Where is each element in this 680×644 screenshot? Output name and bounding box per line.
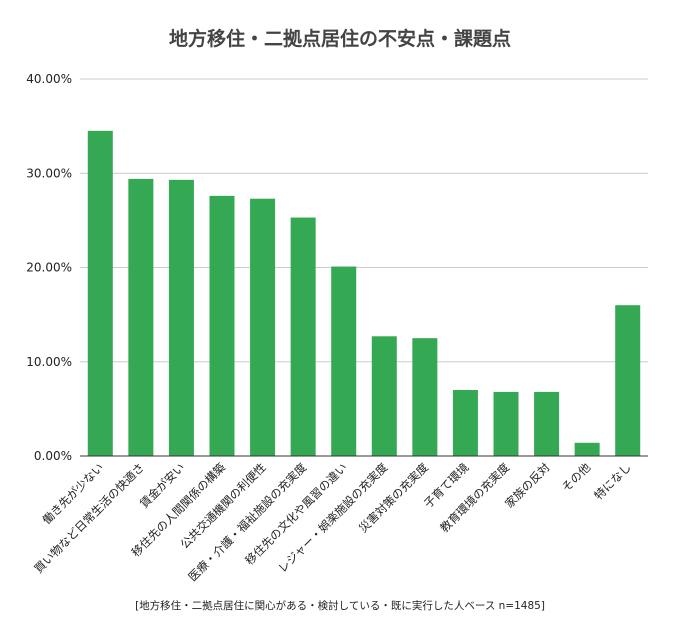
x-tick-label: 教育環境の充実度 [437,460,512,535]
bar [331,266,357,456]
y-axis-ticks: 0.00% 10.00% 20.00% 30.00% 40.00% [26,72,72,463]
bar [452,390,478,456]
bar [534,391,560,456]
bar [574,442,600,456]
y-tick-label: 0.00% [34,449,72,463]
bar [615,305,641,456]
bar [290,217,316,456]
bar [87,130,113,456]
x-axis-ticks: 働き先が少ない買い物など日常生活の快適さ賃金が安い移住先の人間関係の構築公共交通… [31,460,633,584]
bar [128,178,154,456]
bar [371,336,397,456]
y-tick-label: 40.00% [26,72,72,86]
bar [412,338,438,456]
y-tick-label: 30.00% [26,166,72,180]
bar [493,391,519,456]
bars [87,130,641,456]
bar [168,179,194,456]
gridlines [80,78,648,363]
x-tick-label: 特になし [591,460,633,502]
x-tick-label: 災害対策の充実度 [356,460,431,535]
chart-title: 地方移住・二拠点居住の不安点・課題点 [168,28,511,50]
y-tick-label: 10.00% [26,355,72,369]
bar [250,198,276,456]
x-tick-label: 家族の反対 [502,460,553,511]
chart-note: [地方移住・二拠点居住に関心がある・検討している・既に実行した人ベース n=14… [135,600,545,612]
bar [209,195,235,456]
x-tick-label: その他 [559,460,594,495]
y-tick-label: 20.00% [26,261,72,275]
